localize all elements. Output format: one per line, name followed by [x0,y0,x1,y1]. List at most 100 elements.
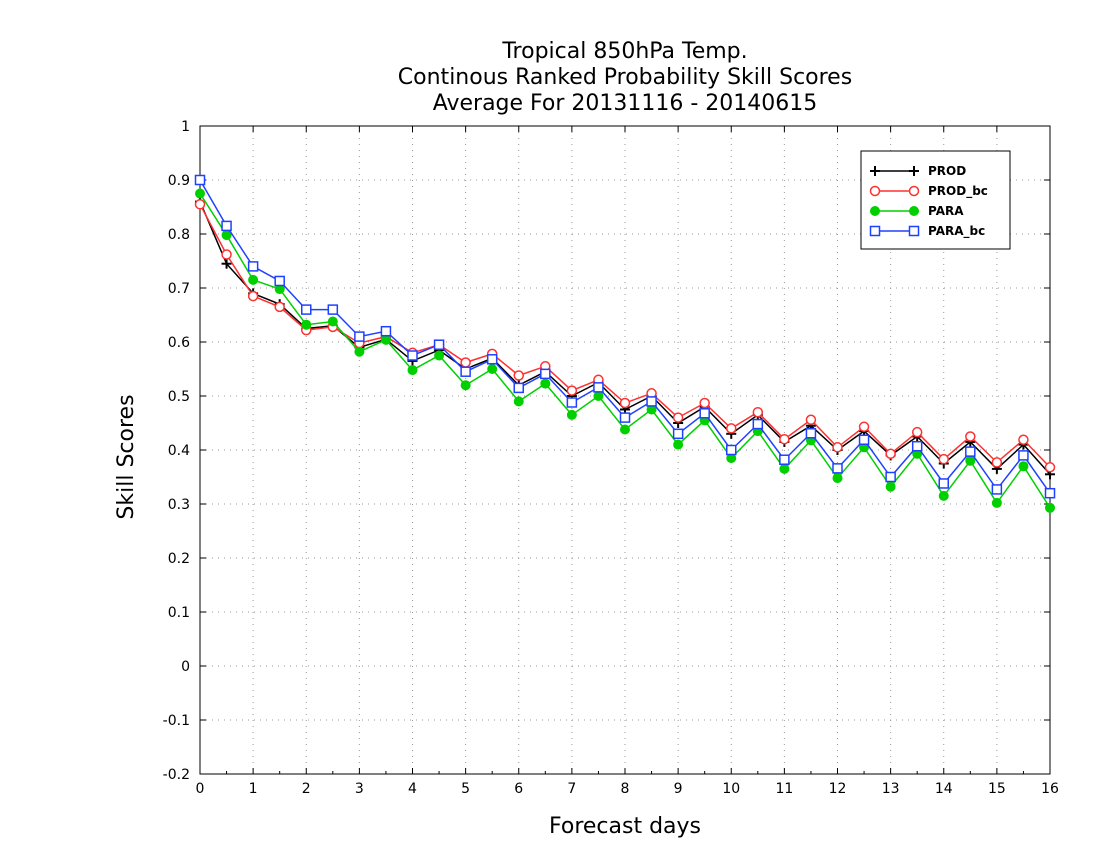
data-point [301,319,312,330]
x-tick-label: 5 [461,781,470,797]
data-point [247,261,259,272]
data-point [885,448,896,460]
data-point [885,471,896,483]
legend-label: PARA_bc [928,224,985,239]
x-tick-label: 14 [935,781,953,797]
data-point [248,274,259,285]
x-tick-label: 16 [1041,781,1059,797]
x-tick-label: 8 [621,781,630,797]
x-tick-label: 11 [775,781,793,797]
data-point [620,424,630,435]
series-group [194,174,1056,513]
data-point [779,463,790,474]
y-tick-label: 1 [181,119,190,135]
data-point [858,421,870,433]
data-point [858,434,870,445]
data-point [965,446,976,457]
x-tick-label: 3 [355,781,364,797]
y-tick-label: 0.8 [168,227,190,243]
data-point [274,301,285,313]
data-point [779,433,790,445]
data-point [301,304,312,315]
data-point [1018,434,1029,445]
data-point [460,366,471,377]
data-point [619,397,631,409]
data-point [869,185,881,197]
data-point [752,406,764,418]
data-point [805,414,817,426]
legend-label: PARA [928,204,964,218]
x-axis-label: Forecast days [549,814,701,839]
data-point [672,428,684,440]
data-point [619,412,631,423]
chart-title-line-3: Average For 20131116 - 20140615 [433,91,818,116]
data-point [354,331,365,342]
legend-item: PROD_bc [869,184,988,199]
data-point [327,304,339,315]
data-point [911,440,923,452]
data-point [221,258,232,269]
data-point [540,368,551,380]
data-point [909,166,919,176]
data-point [593,382,604,393]
data-point [566,397,578,408]
x-tick-label: 15 [988,781,1006,797]
x-tick-label: 2 [302,781,311,797]
data-point [274,275,285,287]
chart-title: Tropical 850hPa Temp. Continous Ranked P… [398,39,852,116]
data-point [726,444,737,456]
data-point [380,334,391,345]
data-point [513,396,524,407]
x-tick-label: 12 [829,781,847,797]
data-point [407,350,418,361]
data-point [593,391,604,401]
y-tick-label: 0.7 [168,281,190,297]
data-point [327,316,338,327]
legend-item: PROD [870,164,966,178]
data-point [566,385,578,396]
data-point [407,365,418,376]
data-point [870,166,880,176]
y-tick-label: 0.9 [168,173,190,189]
data-point [832,473,843,484]
x-tick-label: 4 [408,781,417,797]
data-point [965,455,976,466]
x-tick-label: 10 [722,781,740,797]
data-point [832,463,843,474]
data-point [991,497,1002,508]
y-axis-label: Skill Scores [114,394,139,519]
data-point [354,346,365,357]
data-point [870,206,880,216]
legend-box [860,150,1011,250]
x-tick-label: 0 [196,781,205,797]
data-point [460,357,471,368]
data-point [911,426,923,438]
data-point [247,290,259,302]
y-tick-label: 0.5 [168,389,190,405]
data-point [752,418,764,430]
y-tick-label: -0.2 [163,767,190,783]
data-point [433,339,445,350]
chart-title-line-2: Continous Ranked Probability Skill Score… [398,65,852,90]
data-point [434,350,445,361]
data-point [908,185,920,197]
data-point [726,423,737,434]
legend-label: PROD [928,164,966,178]
data-point [460,380,471,391]
y-tick-label: 0 [181,659,190,675]
data-point [938,453,949,465]
data-point [673,439,684,450]
y-tick-label: -0.1 [163,713,190,729]
data-point [195,188,205,199]
data-point [1018,461,1029,472]
data-point [540,378,551,389]
data-point [1044,487,1056,499]
y-tick-label: 0.4 [168,443,190,459]
data-point [885,481,896,492]
data-point [221,220,232,232]
legend-label: PROD_bc [928,184,988,199]
data-point [1018,450,1029,461]
data-point [938,478,949,489]
data-point [566,409,577,420]
series-para-bc [194,174,1056,499]
